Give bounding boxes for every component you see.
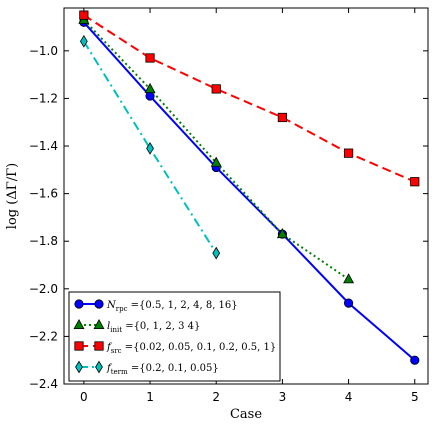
x-tick-label: 4 <box>345 390 353 404</box>
series-line-rpc <box>83 21 416 361</box>
legend-marker-src <box>74 341 84 351</box>
data-point-init <box>343 273 355 284</box>
series-line-term <box>83 40 218 254</box>
x-tick-label: 3 <box>279 390 287 404</box>
data-point-src <box>343 148 354 158</box>
data-point-term <box>146 142 154 155</box>
x-tick-label: 5 <box>411 390 419 404</box>
y-tick-label: −1.8 <box>29 234 58 248</box>
legend-box <box>68 291 281 382</box>
legend-marker-init <box>73 318 85 330</box>
y-tick-label: −1.4 <box>29 139 58 153</box>
legend-marker-term <box>75 360 83 374</box>
data-point-src <box>211 84 221 94</box>
y-tick-label: −2.2 <box>29 329 58 343</box>
series-layer <box>78 10 420 365</box>
legend-entry-src: fsrc ={0.02, 0.05, 0.1, 0.2, 0.5, 1} <box>106 342 276 355</box>
series-term <box>79 34 221 260</box>
series-line-src <box>83 14 416 183</box>
data-point-src <box>410 177 420 187</box>
y-axis-label: log (ΔΓ/Γ) <box>5 163 20 229</box>
data-point-rpc <box>343 298 354 308</box>
x-tick-label: 2 <box>212 390 220 404</box>
legend-marker-term <box>95 360 103 374</box>
data-point-term <box>79 34 88 48</box>
legend-marker-src <box>94 341 104 351</box>
data-point-init <box>276 228 288 239</box>
series-init <box>78 13 355 284</box>
x-tick-label: 0 <box>80 390 88 404</box>
x-tick-label: 1 <box>146 390 154 404</box>
ticks-layer: 0 1 2 3 4 5 −2.4 −2.2 −2.0 −1.8 −1.6 −1.4 −1.2 −1.0 <box>29 8 428 404</box>
y-tick-label: −2.0 <box>29 282 58 296</box>
series-line-init <box>83 19 350 281</box>
y-tick-label: −1.0 <box>29 44 58 58</box>
y-tick-label: −2.4 <box>29 377 58 391</box>
data-point-term <box>212 246 221 260</box>
y-tick-label: −1.6 <box>29 187 58 201</box>
legend-marker-rpc <box>94 299 104 309</box>
legend-entry-init: linit ={0, 1, 2, 3 4} <box>107 321 200 334</box>
legend: Nrpc ={0.5, 1, 2, 4, 8, 16} linit ={0, 1,… <box>68 291 281 382</box>
series-src <box>79 10 420 187</box>
data-point-init <box>144 82 156 93</box>
x-axis-label: Case <box>230 407 262 422</box>
y-tick-label: −1.2 <box>29 91 58 105</box>
data-point-rpc <box>410 355 420 365</box>
plot-frame <box>63 7 429 385</box>
legend-entry-rpc: Nrpc ={0.5, 1, 2, 4, 8, 16} <box>106 300 238 313</box>
data-point-src <box>277 112 288 123</box>
data-point-src <box>145 53 155 63</box>
data-point-init <box>210 156 222 167</box>
legend-entry-term: fterm ={0.2, 0.1, 0.05} <box>106 363 219 376</box>
legend-marker-rpc <box>74 299 84 309</box>
legend-marker-init <box>93 318 105 330</box>
